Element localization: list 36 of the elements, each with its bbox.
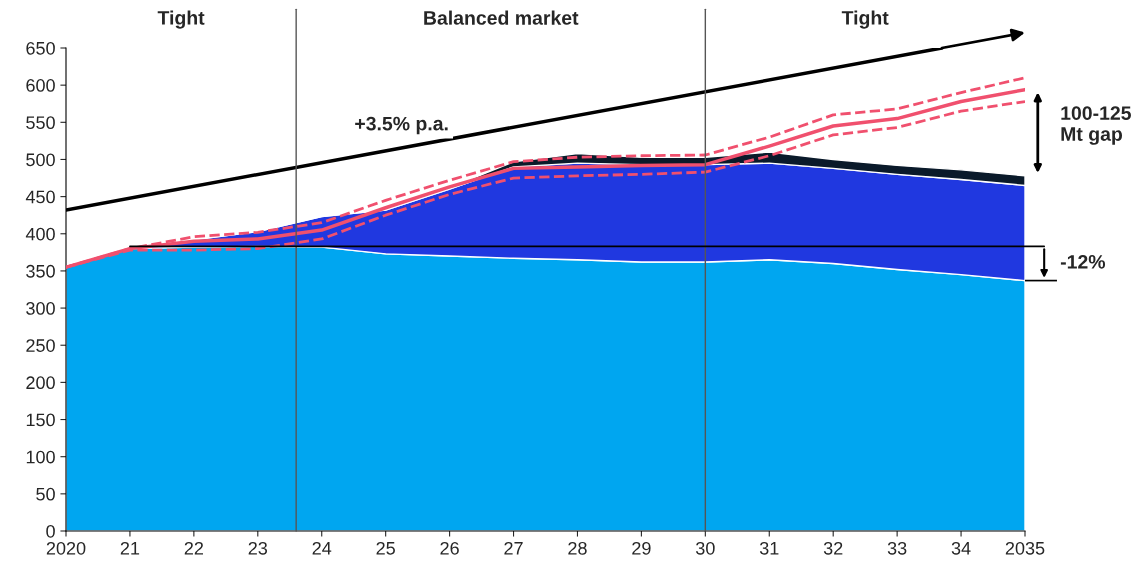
x-tick-label: 2035 (1005, 541, 1045, 555)
text: Tight (157, 10, 205, 29)
y-tick-label: 250 (26, 339, 55, 352)
x-tick-label: 27 (504, 541, 523, 555)
x-tick-label: 32 (823, 541, 843, 555)
y-tick-label: 150 (26, 413, 55, 427)
y-tick-label: 550 (26, 116, 55, 130)
text: -12% (1060, 254, 1106, 269)
y-tick-label: 100 (26, 450, 55, 464)
text: Tight (841, 10, 889, 29)
x-tick-label: 23 (248, 541, 268, 555)
y-tick-label: 600 (26, 79, 55, 92)
annotation: +3.5% p.a. (355, 116, 448, 135)
y-tick-label: 400 (25, 227, 55, 241)
x-tick-label: 30 (695, 541, 715, 555)
y-tick-label: 450 (25, 190, 55, 204)
x-tick-label: 24 (312, 541, 332, 555)
y-tick-label: 200 (26, 376, 55, 390)
x-tick-label: 2020 (46, 541, 86, 555)
x-tick-label: 29 (632, 541, 651, 555)
y-tick-label: 650 (26, 41, 55, 55)
x-tick-label: 28 (568, 541, 587, 555)
x-tick-label: 31 (759, 541, 779, 555)
y-tick-label: 300 (26, 302, 55, 315)
y-tick-label: 50 (36, 487, 55, 501)
x-tick-label: 25 (376, 541, 395, 555)
y-tick-label: 500 (26, 153, 55, 167)
x-tick-label: 34 (951, 541, 971, 555)
y-tick-label: 0 (46, 524, 55, 538)
y-tick-label: 350 (26, 264, 55, 278)
x-tick-label: 33 (887, 541, 907, 555)
x-tick-label: 26 (440, 541, 459, 555)
text: 100-125 Mt gap (1061, 106, 1131, 145)
text: Balanced market (424, 10, 579, 25)
x-tick-label: 22 (184, 541, 203, 555)
x-tick-label: 21 (120, 541, 140, 555)
